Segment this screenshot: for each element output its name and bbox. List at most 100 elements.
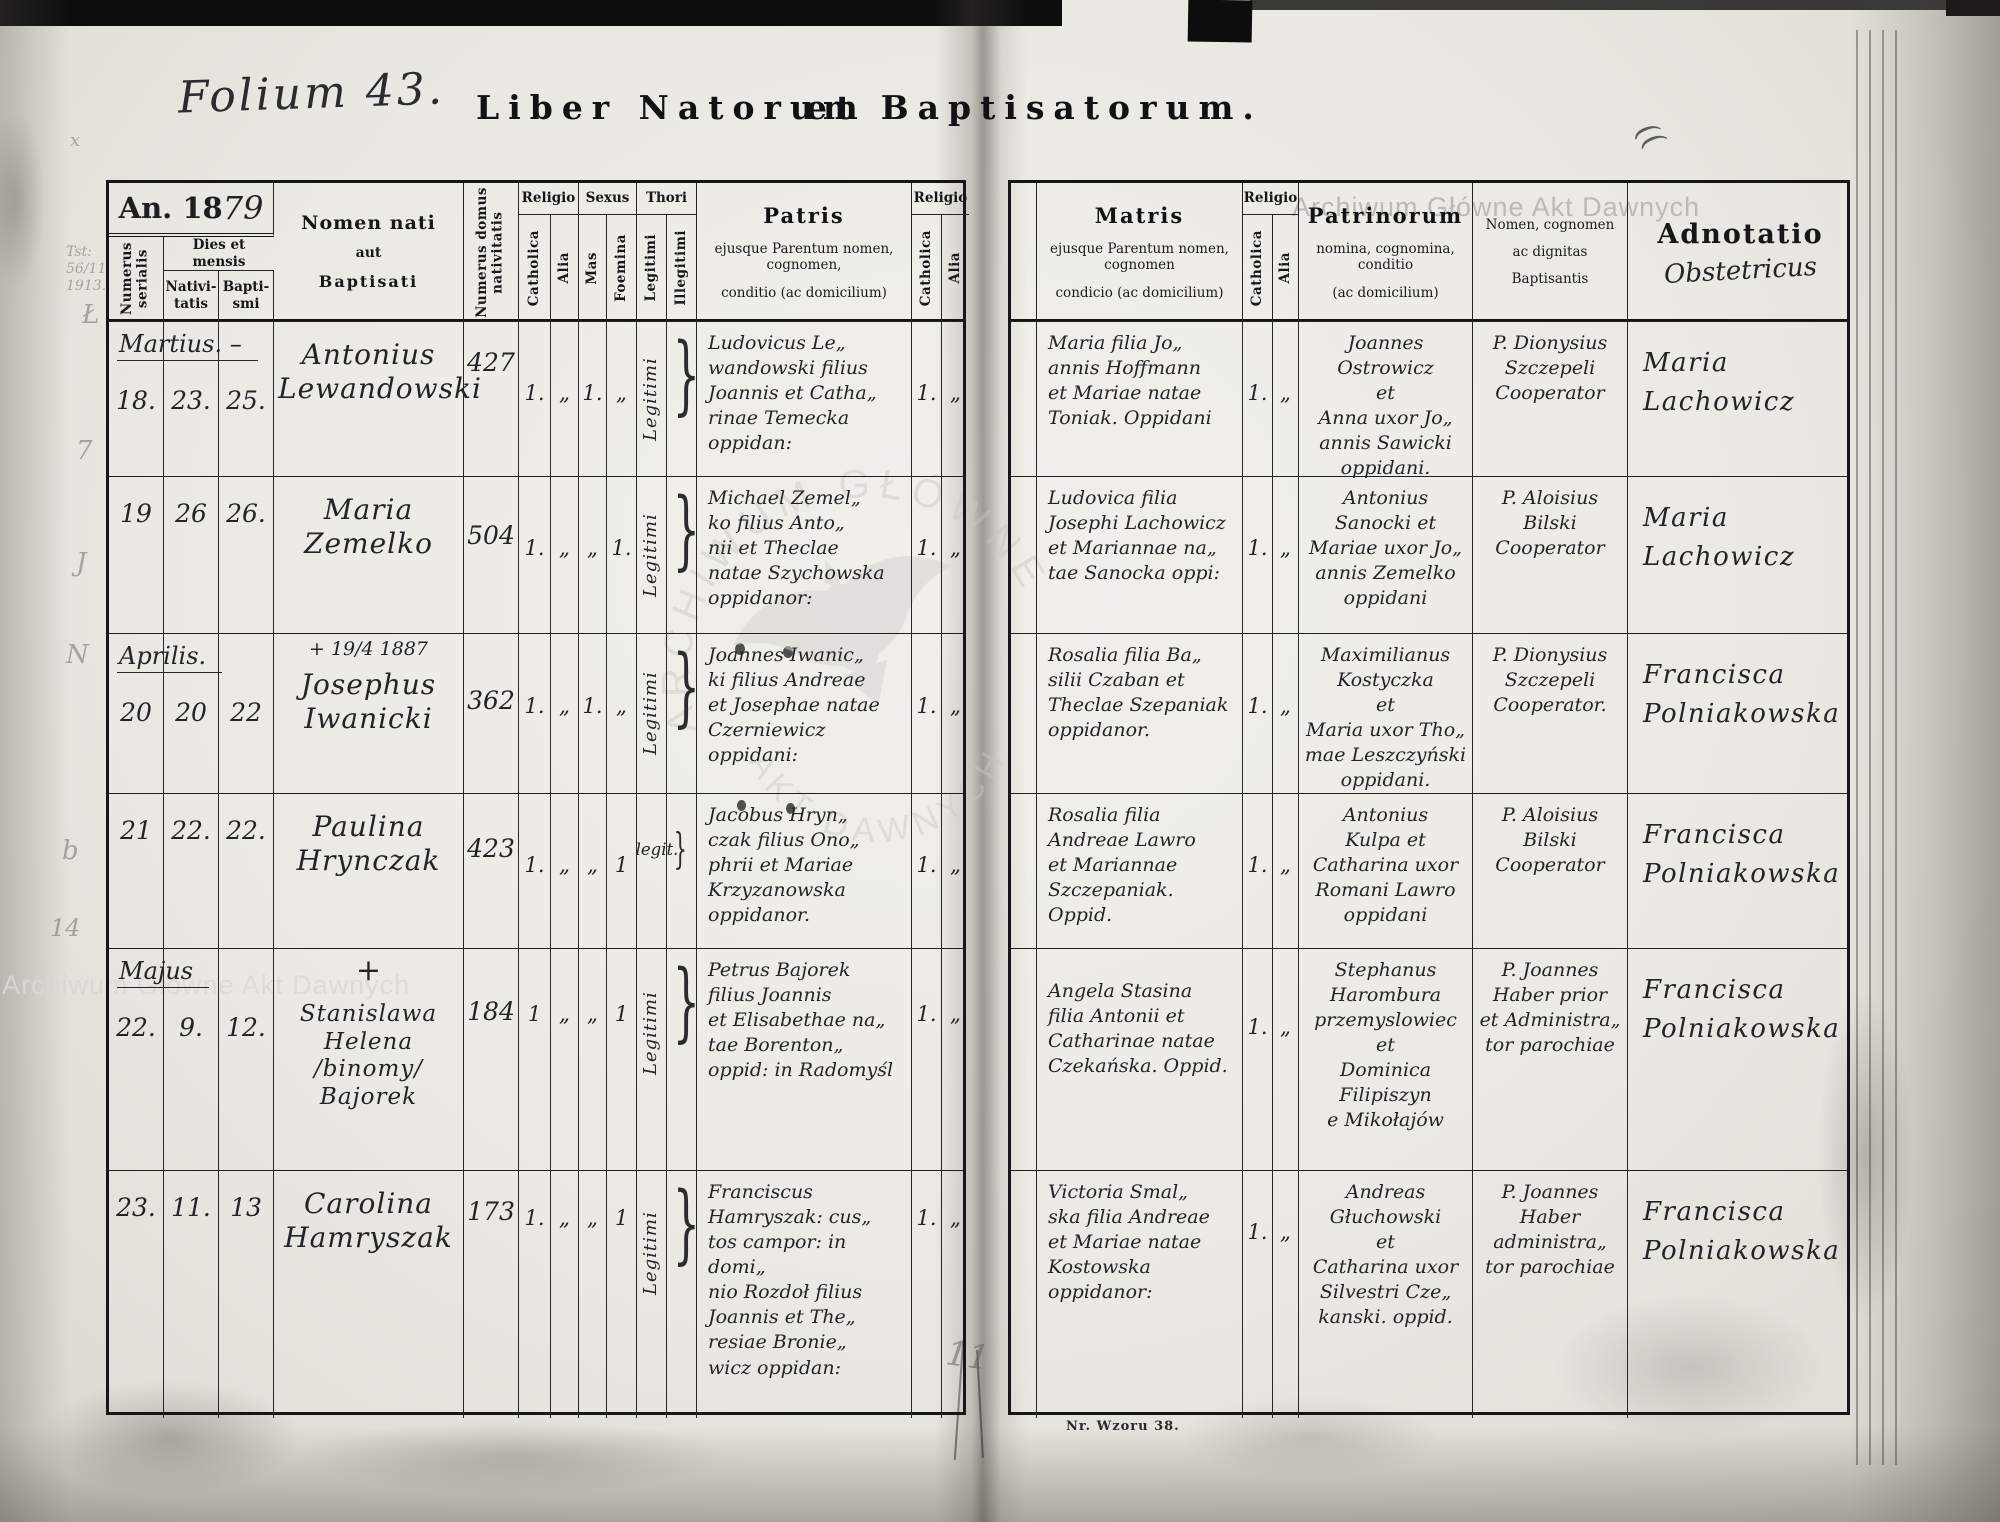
binding-hole xyxy=(783,646,793,658)
cell-matris: Victoria Smal„ ska filia Andreae et Mari… xyxy=(1037,1171,1243,1418)
year-printed: An. 18 xyxy=(118,191,223,225)
cell-adnotatio: Maria Lachowicz xyxy=(1643,503,1796,572)
col-alia: Alia xyxy=(551,215,579,321)
col-dies-et-mensis: Dies et mensis xyxy=(164,237,274,271)
col-numerus-domus: Numerus domus nativitatis xyxy=(464,183,519,321)
cell-catholica: 1. xyxy=(519,477,551,633)
cell-catholica-2: 1. xyxy=(912,322,942,476)
page-stack-edges xyxy=(1856,30,1902,1465)
cell-catholica-3: 1. xyxy=(1243,634,1273,793)
cell-house-number: 504 xyxy=(464,477,519,633)
cell-adnotatio: Maria Lachowicz xyxy=(1643,348,1796,417)
col-lead-strip xyxy=(1011,183,1037,321)
col-legitimi: Legitimi xyxy=(637,215,667,321)
cell-matris: Rosalia filia Andreae Lawro et Mariannae… xyxy=(1037,794,1243,948)
cell-nativitatis: 26 xyxy=(164,477,219,633)
table-row: Rosalia filia Andreae Lawro et Mariannae… xyxy=(1011,793,1847,948)
col-baptisantis: Nomen, cognomen ac dignitas Baptisantis xyxy=(1473,183,1628,321)
scan-top-bar xyxy=(0,0,1062,26)
cell-foemina: 1 xyxy=(607,949,637,1170)
cell-thori: Legitimi xyxy=(637,634,667,793)
cell-foemina: 1 xyxy=(607,1171,637,1418)
cell-alia-3: „ xyxy=(1273,794,1299,948)
cell-baptisans: P. Joannes Haber prior et Administra„ to… xyxy=(1473,949,1628,1170)
cell-mas: 1. xyxy=(579,634,607,793)
month-label: Majus xyxy=(117,957,210,988)
cell-name: Carolina Hamryszak xyxy=(274,1171,464,1418)
cell-name: Antonius Lewandowski xyxy=(274,322,481,476)
cell-catholica-2: 1. xyxy=(912,949,942,1170)
cell-thori: legit. xyxy=(636,794,678,948)
scan-smudge xyxy=(300,1420,730,1495)
cell-thori-brace: } xyxy=(667,477,700,633)
year-box: An. 18 79 xyxy=(109,183,274,237)
eagle-silhouette xyxy=(733,556,952,706)
cell-patrini: Stephanus Harombura przemyslowiec et Dom… xyxy=(1299,949,1473,1170)
margin-row-mark: 14 xyxy=(50,914,81,942)
cell-mas: „ xyxy=(579,1171,607,1418)
cell-house-number: 184 xyxy=(464,949,519,1170)
scan-right-shadow xyxy=(1850,0,2000,1522)
cell-thori-brace: } xyxy=(667,794,697,948)
cell-serial: 19 xyxy=(109,477,164,633)
cell-patrini: Joannes Ostrowicz et Anna uxor Jo„ annis… xyxy=(1299,322,1473,479)
cell-alia: „ xyxy=(551,477,579,633)
cell-patris: Joannes Iwanic„ ki filius Andreae et Jos… xyxy=(697,634,912,793)
archive-watermark-emblem: ARCHIWUM GŁÓWNE AKT DAWNYCH xyxy=(594,402,1065,893)
table-row: Ludovica filia Josephi Lachowicz et Mari… xyxy=(1011,476,1847,633)
cell-alia: „ xyxy=(551,949,579,1170)
cell-lead xyxy=(1011,634,1037,793)
cell-matris: Ludovica filia Josephi Lachowicz et Mari… xyxy=(1037,477,1243,633)
cell-baptismi: 13 xyxy=(219,1171,274,1418)
cell-name: Maria Zemelko xyxy=(274,477,464,633)
cell-catholica-2: 1. xyxy=(912,1171,942,1418)
cell-alia-3: „ xyxy=(1273,1171,1299,1418)
col-adnotatio: Adnotatio Obstetricus xyxy=(1657,219,1824,290)
cell-lead xyxy=(1011,322,1037,476)
cell-baptisans: P. Aloisius Bilski Cooperator xyxy=(1473,794,1628,948)
adnotatio-handwritten: Obstetricus xyxy=(1663,251,1818,290)
group-religio: Religio xyxy=(519,183,579,215)
cell-foemina: 1 xyxy=(607,794,637,948)
col-patrinorum: Patrinorum nomina, cognomina, conditio (… xyxy=(1299,183,1473,321)
table-row: Maria filia Jo„ annis Hoffmann et Mariae… xyxy=(1011,321,1847,479)
cell-baptismi: 26. xyxy=(219,477,274,633)
cell-matris: Maria filia Jo„ annis Hoffmann et Mariae… xyxy=(1037,322,1243,476)
cell-catholica: 1. xyxy=(519,794,551,948)
group-religio-2: Religio xyxy=(912,183,969,215)
cell-alia: „ xyxy=(551,1171,579,1418)
cell-nativitatis: 22. xyxy=(164,794,219,948)
cell-patrini: Maximilianus Kostyczka et Maria uxor Tho… xyxy=(1299,634,1473,793)
cell-catholica: 1 xyxy=(519,949,551,1170)
scan-top-strip xyxy=(1250,0,2000,10)
binding-hole xyxy=(786,803,795,814)
year-handwritten: 79 xyxy=(222,189,264,227)
cell-alia-3: „ xyxy=(1273,322,1299,476)
cell-catholica-3: 1. xyxy=(1243,322,1273,476)
cell-house-number: 173 xyxy=(464,1171,519,1418)
cell-baptismi: 22 xyxy=(219,634,274,793)
cell-nativitatis: 23. xyxy=(164,322,219,476)
col-alia: Alia xyxy=(1273,215,1299,321)
cell-name: + 19/4 1887 Josephus Iwanicki xyxy=(274,634,464,793)
col-foemina: Foemina xyxy=(607,215,637,321)
cell-alia-2: „ xyxy=(950,380,961,405)
cell-mas: „ xyxy=(579,949,607,1170)
table-row: 23. 11. 13 Carolina Hamryszak 173 1. „ „… xyxy=(109,1170,963,1418)
register-table-right: Matris ejusque Parentum nomen, cognomen … xyxy=(1008,180,1850,1418)
cell-patrini: Antonius Sanocki et Mariae uxor Jo„ anni… xyxy=(1299,477,1473,633)
margin-archival-note: Tst: 56/11 1913. xyxy=(66,244,107,294)
cell-baptisans: P. Joannes Haber administra„ tor parochi… xyxy=(1473,1171,1628,1418)
cell-alia-3: „ xyxy=(1273,477,1299,633)
archive-watermark-text: Archiwum Główne Akt Dawnych xyxy=(1292,192,1701,222)
table-row: Aprilis. 20 20 22 + 19/4 1887 Josephus I… xyxy=(109,633,963,793)
margin-row-mark: 7 xyxy=(76,436,93,466)
scan-smudge xyxy=(0,110,45,290)
folium-number: Folium 43. xyxy=(177,63,446,124)
cell-catholica: 1. xyxy=(519,634,551,793)
cell-lead xyxy=(1011,477,1037,633)
cell-baptismi: 12. xyxy=(219,949,274,1170)
group-religio: Religio xyxy=(1243,183,1299,215)
cell-matris: Angela Stasina filia Antonii et Catharin… xyxy=(1037,949,1243,1170)
